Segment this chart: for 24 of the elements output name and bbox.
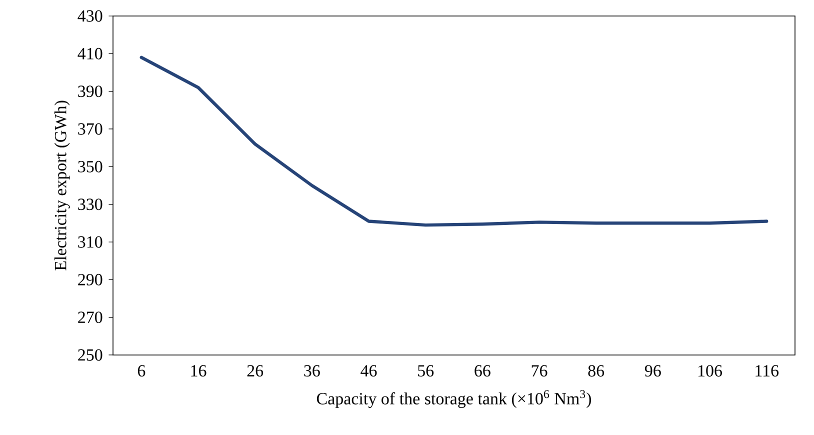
x-tick-label: 26 (247, 365, 264, 377)
y-tick-label: 270 (78, 312, 102, 324)
x-tick-label: 56 (418, 365, 434, 377)
y-tick-label: 250 (78, 349, 102, 361)
y-tick-label: 350 (78, 160, 102, 172)
y-tick-label: 410 (78, 48, 102, 60)
x-tick-label: 76 (532, 365, 548, 377)
y-tick-label: 370 (78, 123, 102, 135)
x-tick-label: 46 (360, 365, 377, 377)
x-axis-title: Capacity of the storage tank (×10$^{6}$ Nm$^{3}$) (316, 390, 592, 408)
y-tick-label: 430 (78, 10, 102, 22)
x-tick-label: 116 (756, 365, 779, 377)
x-tick-label: 86 (588, 365, 604, 377)
x-tick-label: 6 (138, 365, 146, 377)
y-tick-label: 330 (78, 198, 102, 210)
x-tick-label: 16 (191, 365, 206, 377)
y-tick-label: 310 (78, 236, 102, 248)
y-axis-title: Electricity export (GWh) (54, 100, 70, 270)
x-tick-label: 66 (474, 365, 490, 377)
x-tick-label: 96 (644, 365, 661, 377)
y-tick-label: 290 (78, 274, 102, 286)
x-tick-label: 106 (698, 365, 722, 377)
x-tick-label: 36 (304, 365, 320, 377)
y-tick-label: 390 (78, 86, 102, 98)
